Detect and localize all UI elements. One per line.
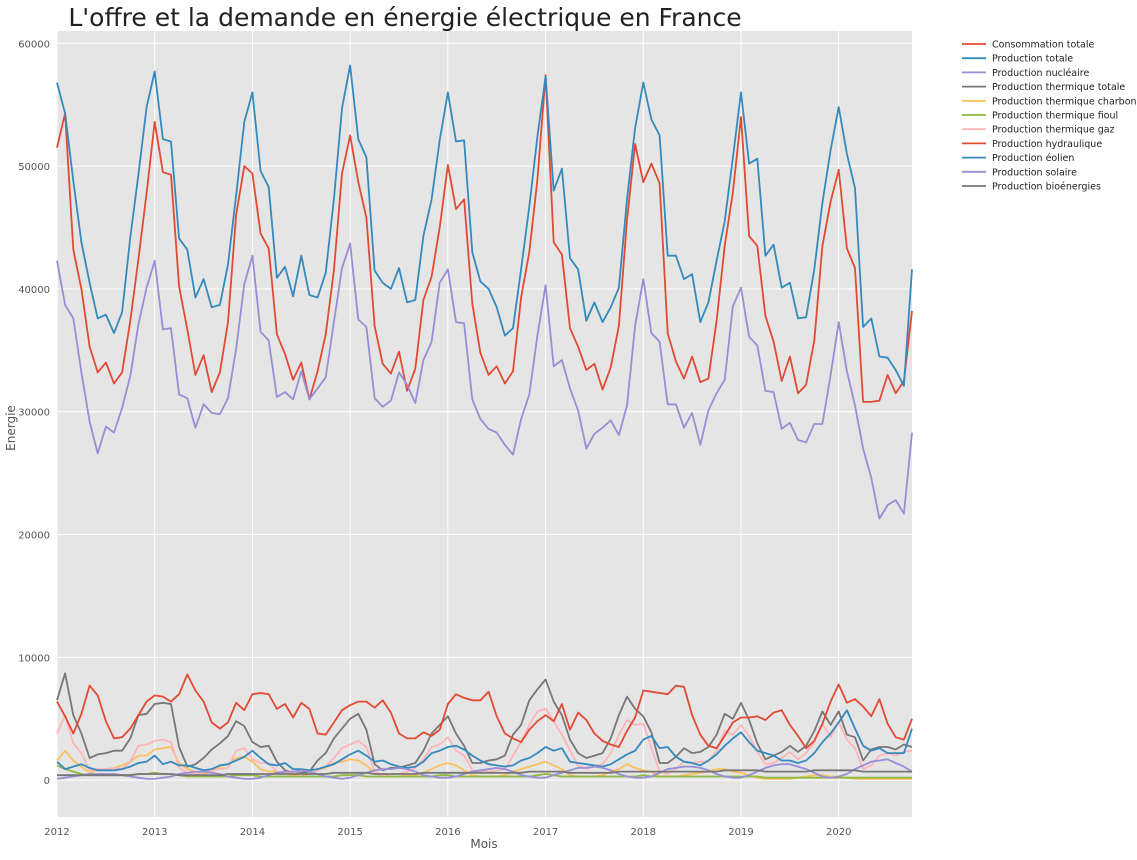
legend-label: Production solaire	[992, 167, 1077, 178]
legend: Consommation totale Production totale Prod…	[962, 40, 1137, 193]
legend-label: Production éolien	[992, 153, 1074, 164]
grid	[56, 31, 912, 817]
series-line-0	[56, 74, 913, 403]
x-tick-label: 2012	[44, 827, 69, 838]
legend-label: Production thermique fioul	[992, 111, 1118, 122]
x-axis-label: Mois	[470, 837, 497, 851]
x-tick-label: 2019	[728, 827, 753, 838]
x-tick-label: 2013	[142, 827, 167, 838]
x-tick-label: 2017	[533, 827, 558, 838]
y-tick-label: 10000	[18, 653, 50, 664]
x-tick-label: 2014	[240, 827, 265, 838]
x-axis-ticks: 2012 2013 2014 2015 2016 2017 2018 2019 2020	[44, 827, 851, 838]
legend-label: Production hydraulique	[992, 139, 1102, 150]
series-line-7	[56, 673, 913, 750]
legend-label: Production bioénergies	[992, 182, 1101, 193]
series-line-1	[56, 64, 913, 387]
y-tick-label: 60000	[18, 39, 50, 50]
x-tick-label: 2016	[435, 827, 460, 838]
y-axis-label: Energie	[4, 405, 18, 451]
series-lines	[56, 64, 913, 780]
y-tick-label: 0	[44, 776, 50, 787]
legend-label: Production thermique charbon	[992, 96, 1137, 107]
series-line-5	[56, 764, 912, 779]
series-line-8	[56, 709, 913, 772]
y-tick-label: 20000	[18, 531, 50, 542]
x-tick-label: 2018	[631, 827, 656, 838]
series-line-2	[56, 242, 913, 520]
series-line-10	[57, 769, 912, 777]
y-tick-label: 40000	[18, 285, 50, 296]
chart-title: L'offre et la demande en énergie électri…	[68, 3, 741, 32]
legend-label: Production totale	[992, 54, 1073, 65]
legend-label: Production thermique totale	[992, 82, 1125, 93]
legend-label: Production thermique gaz	[992, 125, 1115, 136]
y-tick-label: 30000	[18, 408, 50, 419]
y-axis-ticks: 0 10000 20000 30000 40000 50000 60000	[18, 39, 50, 787]
x-tick-label: 2020	[826, 827, 851, 838]
y-tick-label: 50000	[18, 162, 50, 173]
legend-label: Production nucléaire	[992, 68, 1089, 79]
x-tick-label: 2015	[337, 827, 362, 838]
series-line-9	[56, 758, 913, 780]
legend-label: Consommation totale	[992, 40, 1094, 51]
series-line-6	[56, 708, 913, 777]
